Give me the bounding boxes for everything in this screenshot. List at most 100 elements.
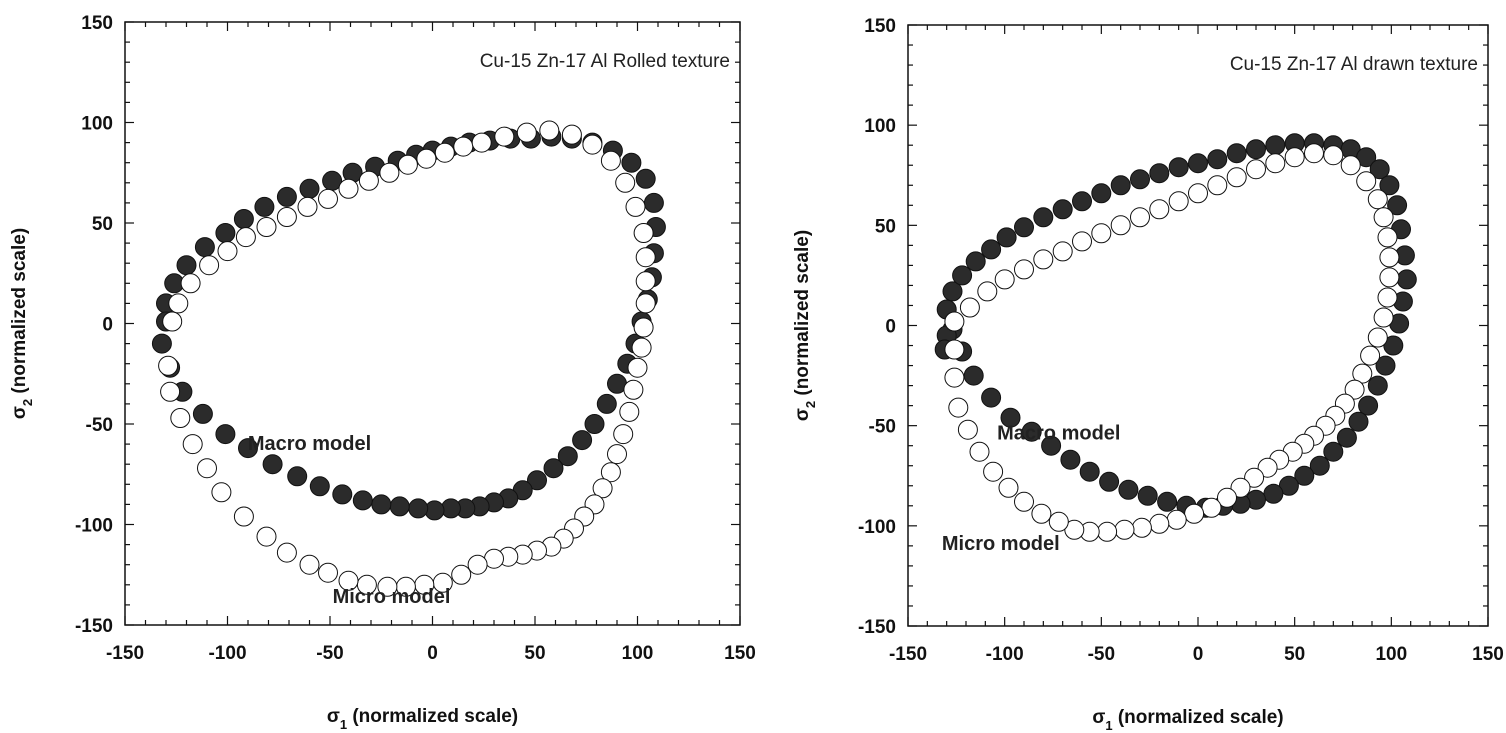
data-point — [1118, 479, 1139, 500]
y-tick-label: 50 — [875, 216, 896, 237]
data-point — [453, 136, 474, 157]
data-point — [1373, 207, 1394, 228]
data-point — [582, 134, 603, 155]
data-point — [276, 207, 297, 227]
data-point — [1130, 207, 1150, 228]
data-point — [1000, 407, 1021, 428]
data-point — [1356, 171, 1377, 192]
data-point — [299, 554, 320, 575]
x-tick-label: -50 — [316, 643, 343, 664]
data-point — [1149, 199, 1170, 220]
data-point — [197, 458, 217, 479]
data-point — [1360, 345, 1381, 366]
data-point — [1048, 511, 1069, 532]
data-point — [1367, 375, 1388, 396]
x-tick-label: -100 — [986, 644, 1024, 665]
data-point — [217, 241, 238, 262]
data-point — [276, 186, 297, 207]
data-point — [969, 441, 990, 462]
data-point — [297, 196, 318, 217]
data-point — [233, 209, 254, 229]
data-point — [983, 461, 1004, 482]
data-point — [981, 239, 1002, 260]
data-point — [1246, 159, 1266, 180]
data-point — [287, 466, 308, 487]
data-point — [1304, 143, 1324, 164]
data-point — [1323, 441, 1344, 462]
y-tick-label: -150 — [75, 616, 113, 637]
y-tick-label: 0 — [885, 317, 896, 338]
data-point — [619, 401, 640, 422]
data-point — [613, 424, 634, 445]
data-point — [1246, 139, 1266, 160]
data-point — [256, 217, 277, 237]
data-point — [527, 470, 547, 491]
data-point — [170, 408, 191, 428]
data-point — [215, 424, 236, 445]
data-point — [615, 172, 636, 193]
x-tick-label: -150 — [889, 644, 927, 665]
data-point — [1184, 503, 1205, 524]
x-tick-label: -100 — [208, 643, 246, 664]
data-point — [199, 255, 220, 276]
data-point — [1367, 189, 1388, 210]
data-point — [389, 496, 410, 517]
data-point — [397, 154, 418, 175]
data-point — [377, 576, 398, 597]
x-tick-label: 100 — [622, 643, 654, 664]
data-point — [352, 490, 373, 511]
data-point — [543, 458, 564, 479]
data-point — [1379, 247, 1400, 268]
data-point — [948, 397, 969, 418]
data-point — [1226, 167, 1247, 188]
data-point — [627, 357, 648, 378]
data-point — [944, 311, 965, 332]
y-tick-label: 50 — [92, 214, 113, 235]
chart-title: Cu-15 Zn-17 Al Rolled texture — [480, 51, 730, 72]
x-tick-label: -50 — [1088, 644, 1115, 665]
data-point — [1207, 175, 1228, 196]
chart-rolled-texture: -150 -100 -50 0 50 100 150 -150 -100 -50 0 50 100 150… — [9, 13, 756, 732]
data-point — [1265, 153, 1286, 174]
data-point — [1217, 487, 1237, 508]
data-point — [1052, 199, 1073, 220]
data-point — [635, 247, 656, 268]
y-tick-label: -50 — [869, 417, 896, 438]
data-point — [1168, 191, 1189, 212]
data-point — [635, 168, 656, 189]
x-tick-label: 0 — [427, 643, 438, 664]
data-point — [600, 462, 621, 483]
data-point — [1340, 155, 1361, 176]
data-point — [1230, 477, 1251, 498]
data-point — [1114, 519, 1135, 540]
data-point — [1072, 231, 1092, 252]
data-point — [1358, 395, 1379, 416]
annotation-label: Macro model — [997, 423, 1120, 445]
data-point — [235, 227, 256, 248]
data-point — [1064, 519, 1085, 540]
x-axis-label: σ1 (normalized scale) — [1092, 707, 1283, 733]
data-point — [1265, 135, 1286, 156]
data-point — [1157, 491, 1178, 512]
data-point — [160, 381, 181, 402]
data-point — [1130, 169, 1150, 190]
data-point — [211, 482, 232, 503]
data-point — [318, 562, 338, 583]
data-point — [168, 293, 189, 314]
data-point — [1033, 249, 1054, 270]
data-point — [1201, 497, 1222, 518]
data-point — [572, 430, 593, 451]
data-point — [1323, 145, 1344, 166]
data-point — [262, 454, 283, 475]
data-point — [1014, 491, 1034, 512]
series-macro-model — [151, 126, 666, 521]
y-tick-label: 100 — [864, 116, 896, 137]
data-point — [963, 365, 984, 386]
data-point — [338, 178, 359, 199]
data-point — [994, 269, 1015, 290]
x-tick-label: 50 — [524, 643, 545, 664]
data-point — [1348, 411, 1369, 432]
data-point — [158, 355, 179, 376]
data-point — [1072, 191, 1092, 212]
y-tick-label: -150 — [858, 617, 896, 638]
